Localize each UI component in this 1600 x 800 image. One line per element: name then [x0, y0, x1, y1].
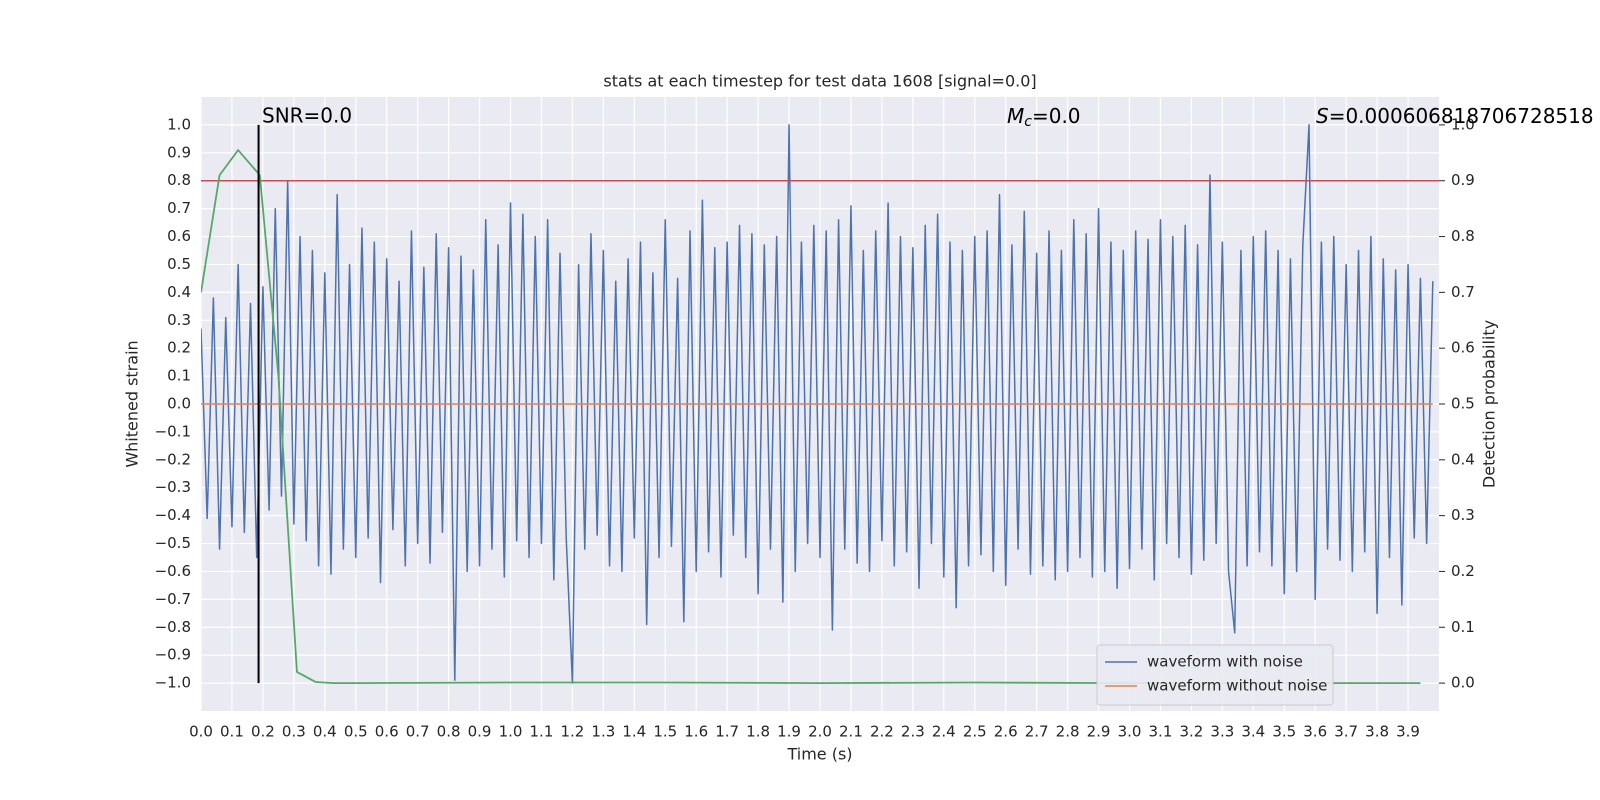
x-tick-label: 2.0: [808, 723, 832, 741]
chart-title: stats at each timestep for test data 160…: [603, 72, 1036, 91]
y2-tick-label: 0.8: [1451, 227, 1475, 245]
annotation: S=0.000606818706728518: [1316, 104, 1594, 128]
series-line: [201, 124, 1434, 684]
x-tick-label: 0.9: [468, 723, 492, 741]
x-tick-label: 2.4: [932, 723, 956, 741]
y2-tick-label: 0.2: [1451, 562, 1475, 580]
y2-axis-label: Detection probability: [1480, 320, 1499, 488]
y2-tick-label: 0.6: [1451, 339, 1475, 357]
x-tick-label: 1.6: [684, 723, 708, 741]
y-tick-label: −0.3: [155, 478, 191, 496]
y-axis-label: Whitened strain: [123, 340, 142, 467]
y-tick-label: −0.4: [155, 506, 191, 524]
x-tick-label: 2.6: [994, 723, 1018, 741]
legend-label: waveform with noise: [1147, 653, 1303, 671]
x-tick-label: 3.7: [1334, 723, 1358, 741]
y-tick-label: −0.6: [155, 562, 191, 580]
y2-tick-label: 0.0: [1451, 674, 1475, 692]
y-tick-label: 0.2: [167, 339, 191, 357]
annotation-symbol: S: [1316, 104, 1329, 128]
y-tick-label: 0.7: [167, 199, 191, 217]
y-tick-label: −0.7: [155, 590, 191, 608]
y2-tick-label: 0.7: [1451, 283, 1475, 301]
legend-label: waveform without noise: [1147, 677, 1327, 695]
x-tick-label: 1.5: [653, 723, 677, 741]
annotation-text: =0.0: [1032, 104, 1081, 128]
legend-box: [1096, 644, 1334, 706]
x-tick-label: 3.0: [1118, 723, 1142, 741]
x-tick-label: 0.0: [189, 723, 213, 741]
x-tick-label: 2.3: [901, 723, 925, 741]
x-tick-label: 0.6: [375, 723, 399, 741]
y-tick-label: −0.2: [155, 450, 191, 468]
x-tick-label: 1.9: [777, 723, 801, 741]
x-tick-label: 2.1: [839, 723, 863, 741]
x-tick-label: 0.4: [313, 723, 337, 741]
y-tick-label: 0.3: [167, 311, 191, 329]
x-tick-label: 0.1: [220, 723, 244, 741]
annotation: Mc=0.0: [1007, 104, 1081, 131]
y-tick-label: −0.1: [155, 422, 191, 440]
y-tick-label: 0.0: [167, 395, 191, 413]
annotation-subscript: c: [1024, 114, 1032, 130]
x-tick-label: 1.1: [530, 723, 554, 741]
y-tick-label: 0.1: [167, 367, 191, 385]
x-tick-label: 0.3: [282, 723, 306, 741]
y2-tick-label: 0.1: [1451, 618, 1475, 636]
x-tick-label: 1.8: [746, 723, 770, 741]
y-tick-label: −0.9: [155, 646, 191, 664]
x-axis-label: Time (s): [786, 745, 852, 764]
x-tick-label: 1.0: [499, 723, 523, 741]
annotation: SNR=0.0: [262, 104, 352, 128]
x-tick-label: 0.7: [406, 723, 430, 741]
x-tick-label: 0.5: [344, 723, 368, 741]
x-tick-label: 3.2: [1179, 723, 1203, 741]
y-tick-label: 0.9: [167, 143, 191, 161]
x-tick-label: 3.6: [1303, 723, 1327, 741]
x-tick-label: 3.9: [1396, 723, 1420, 741]
x-tick-label: 2.7: [1025, 723, 1049, 741]
x-tick-label: 1.4: [622, 723, 646, 741]
x-tick-label: 2.2: [870, 723, 894, 741]
y-tick-label: 0.4: [167, 283, 191, 301]
x-tick-label: 3.4: [1241, 723, 1265, 741]
y2-tick-label: 0.5: [1451, 395, 1475, 413]
x-tick-label: 0.2: [251, 723, 275, 741]
y-tick-label: 0.8: [167, 171, 191, 189]
x-tick-label: 3.8: [1365, 723, 1389, 741]
y2-tick-label: 0.3: [1451, 506, 1475, 524]
y2-tick-label: 0.4: [1451, 450, 1475, 468]
y-tick-label: −1.0: [155, 674, 191, 692]
y-tick-label: −0.5: [155, 534, 191, 552]
y-tick-label: 0.6: [167, 227, 191, 245]
x-tick-label: 1.3: [591, 723, 615, 741]
probability-line: [201, 149, 1421, 684]
y-tick-label: 1.0: [167, 115, 191, 133]
y-tick-label: −0.8: [155, 618, 191, 636]
annotation-text: =0.000606818706728518: [1329, 104, 1594, 128]
y2-tick-label: 1.0: [1451, 115, 1475, 133]
x-tick-label: 3.3: [1210, 723, 1234, 741]
x-tick-label: 0.8: [437, 723, 461, 741]
y2-tick-label: 0.9: [1451, 171, 1475, 189]
y-tick-label: 0.5: [167, 255, 191, 273]
x-tick-label: 2.9: [1087, 723, 1111, 741]
x-tick-label: 1.7: [715, 723, 739, 741]
annotation-symbol: M: [1007, 104, 1024, 128]
x-tick-label: 1.2: [560, 723, 584, 741]
x-tick-label: 3.5: [1272, 723, 1296, 741]
x-tick-label: 2.8: [1056, 723, 1080, 741]
x-tick-label: 2.5: [963, 723, 987, 741]
x-tick-label: 3.1: [1149, 723, 1173, 741]
